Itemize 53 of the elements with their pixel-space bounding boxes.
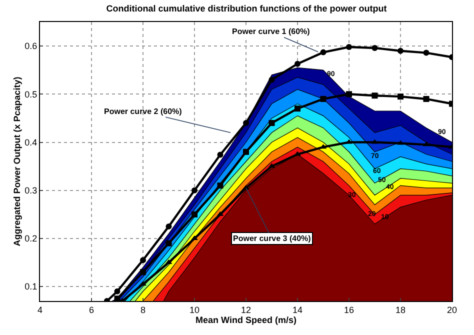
- point: [191, 235, 198, 240]
- point: [192, 187, 198, 194]
- y-tick-label: 0.6: [24, 41, 38, 52]
- point: [217, 152, 224, 158]
- annotation: Power curve 2 (60%): [104, 107, 182, 116]
- point: [397, 140, 404, 145]
- x-tick-label: 10: [189, 304, 200, 315]
- point: [294, 60, 300, 67]
- x-tick-label: 18: [395, 304, 406, 315]
- point: [268, 120, 275, 126]
- x-tick-label: 20: [446, 304, 458, 315]
- point: [166, 240, 172, 246]
- x-tick-label: 12: [240, 304, 252, 315]
- y-axis-title: Aggregated Power Output (x Pcapacity): [12, 76, 22, 246]
- annotation: Power curve 1 (60%): [232, 27, 310, 36]
- point: [398, 94, 404, 100]
- point: [140, 269, 146, 276]
- point: [346, 44, 352, 50]
- chart-title: Conditional cumulative distribution functions of the power output: [106, 3, 387, 14]
- point: [346, 139, 352, 144]
- point: [398, 48, 404, 54]
- point: [423, 96, 430, 102]
- point: [243, 120, 249, 126]
- x-tick-label: 4: [37, 304, 43, 315]
- y-tick-label: 0.2: [24, 234, 38, 244]
- point: [346, 91, 352, 98]
- x-tick-label: 16: [344, 304, 354, 315]
- point: [114, 296, 120, 301]
- point: [140, 257, 146, 264]
- y-tick-label: 0.5: [24, 89, 38, 100]
- point: [114, 288, 120, 294]
- point: [217, 182, 224, 189]
- y-tick-label: 0.4: [24, 137, 38, 148]
- point: [372, 92, 378, 99]
- annotation: Power curve 3 (40%): [233, 234, 312, 243]
- point: [294, 106, 300, 112]
- point: [242, 184, 250, 190]
- point: [243, 148, 249, 155]
- y-tick-label: 0.3: [24, 186, 38, 196]
- point: [166, 223, 172, 230]
- x-axis-title: Mean Wind Speed (m/s): [196, 314, 296, 325]
- point: [372, 44, 378, 51]
- x-tick-label: 8: [140, 304, 146, 315]
- point: [423, 50, 430, 56]
- point: [140, 281, 146, 286]
- point: [320, 49, 326, 56]
- x-tick-label: 14: [292, 304, 303, 315]
- point: [268, 76, 275, 83]
- x-tick-label: 6: [88, 304, 94, 315]
- y-tick-label: 0.1: [24, 282, 38, 292]
- point: [294, 151, 301, 156]
- point: [320, 96, 326, 102]
- point: [192, 211, 198, 218]
